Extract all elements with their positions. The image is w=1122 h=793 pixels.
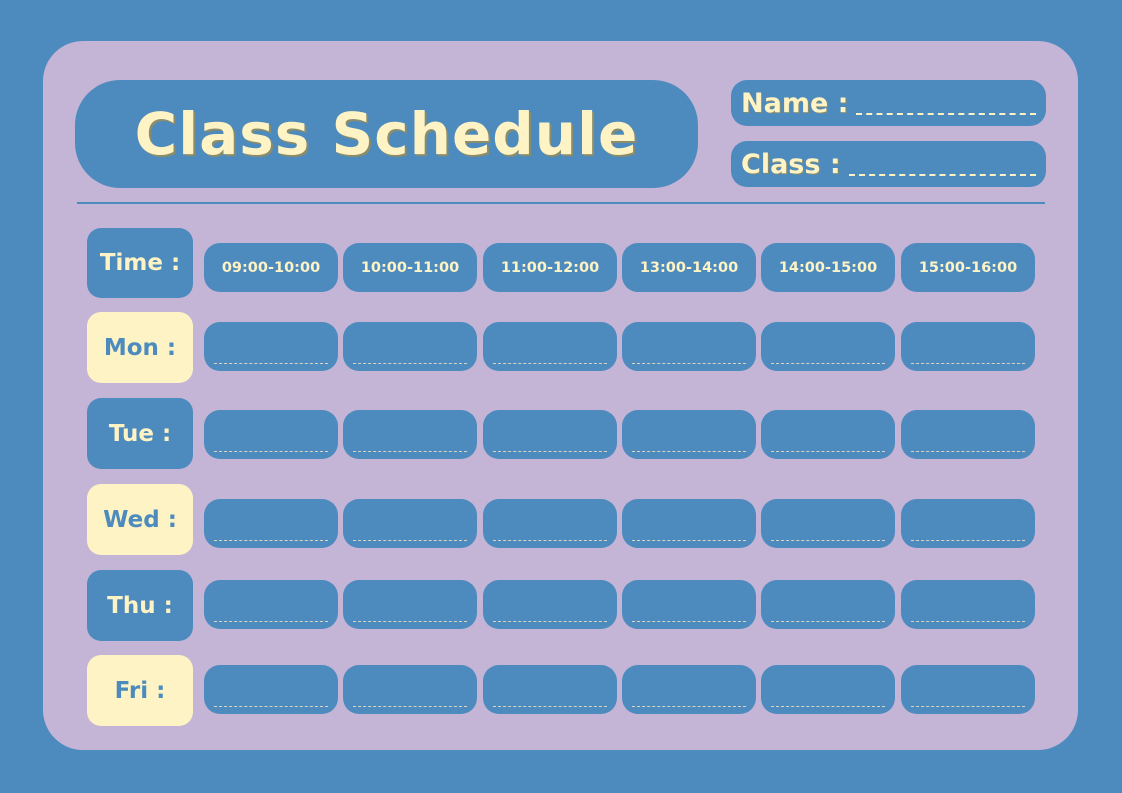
slot-write-line (493, 621, 607, 622)
slot-write-line (911, 621, 1025, 622)
slot-write-line (214, 706, 328, 707)
slot-write-line (214, 540, 328, 541)
slot-write-line (911, 540, 1025, 541)
slot-write-line (493, 363, 607, 364)
schedule-slot[interactable] (483, 580, 617, 629)
day-label: Tue : (87, 398, 193, 469)
schedule-slot[interactable] (622, 410, 756, 459)
time-slot-header: 14:00-15:00 (761, 243, 895, 292)
schedule-slot[interactable] (343, 322, 477, 371)
schedule-slot[interactable] (761, 665, 895, 714)
slot-write-line (493, 706, 607, 707)
time-label: Time : (87, 228, 193, 298)
time-slot-header: 09:00-10:00 (204, 243, 338, 292)
slot-write-line (214, 621, 328, 622)
schedule-slot[interactable] (204, 410, 338, 459)
schedule-slot[interactable] (483, 410, 617, 459)
day-label: Thu : (87, 570, 193, 641)
slot-write-line (493, 451, 607, 452)
slot-write-line (632, 363, 746, 364)
schedule-slot[interactable] (343, 410, 477, 459)
title-banner: Class Schedule (75, 80, 698, 188)
schedule-slot[interactable] (622, 580, 756, 629)
schedule-slot[interactable] (622, 665, 756, 714)
schedule-slot[interactable] (343, 499, 477, 548)
slot-write-line (911, 706, 1025, 707)
slot-write-line (771, 363, 885, 364)
schedule-slot[interactable] (761, 499, 895, 548)
schedule-slot[interactable] (901, 580, 1035, 629)
slot-write-line (771, 706, 885, 707)
slot-write-line (353, 706, 467, 707)
time-slot-header: 13:00-14:00 (622, 243, 756, 292)
schedule-slot[interactable] (761, 580, 895, 629)
schedule-slot[interactable] (761, 410, 895, 459)
slot-write-line (493, 540, 607, 541)
schedule-slot[interactable] (483, 322, 617, 371)
schedule-slot[interactable] (901, 665, 1035, 714)
schedule-slot[interactable] (204, 580, 338, 629)
slot-write-line (353, 540, 467, 541)
schedule-slot[interactable] (204, 499, 338, 548)
slot-write-line (771, 621, 885, 622)
day-label: Fri : (87, 655, 193, 726)
class-field[interactable]: Class : (731, 141, 1046, 187)
name-field[interactable]: Name : (731, 80, 1046, 126)
slot-write-line (214, 363, 328, 364)
day-label: Mon : (87, 312, 193, 383)
time-slot-header: 10:00-11:00 (343, 243, 477, 292)
slot-write-line (771, 451, 885, 452)
slot-write-line (214, 451, 328, 452)
slot-write-line (632, 706, 746, 707)
slot-write-line (632, 621, 746, 622)
time-slot-header: 15:00-16:00 (901, 243, 1035, 292)
schedule-slot[interactable] (483, 665, 617, 714)
day-label: Wed : (87, 484, 193, 555)
slot-write-line (353, 621, 467, 622)
schedule-slot[interactable] (343, 580, 477, 629)
divider (77, 202, 1045, 204)
slot-write-line (771, 540, 885, 541)
schedule-slot[interactable] (483, 499, 617, 548)
schedule-slot[interactable] (622, 499, 756, 548)
slot-write-line (911, 363, 1025, 364)
schedule-slot[interactable] (204, 665, 338, 714)
name-label: Name : (741, 87, 849, 119)
schedule-slot[interactable] (204, 322, 338, 371)
slot-write-line (911, 451, 1025, 452)
schedule-slot[interactable] (343, 665, 477, 714)
class-input-line[interactable] (848, 174, 1036, 176)
schedule-slot[interactable] (901, 499, 1035, 548)
schedule-slot[interactable] (761, 322, 895, 371)
schedule-slot[interactable] (901, 410, 1035, 459)
slot-write-line (353, 363, 467, 364)
slot-write-line (632, 540, 746, 541)
class-label: Class : (741, 148, 841, 180)
page-title: Class Schedule (134, 100, 639, 168)
slot-write-line (353, 451, 467, 452)
name-input-line[interactable] (856, 113, 1036, 115)
slot-write-line (632, 451, 746, 452)
time-slot-header: 11:00-12:00 (483, 243, 617, 292)
schedule-slot[interactable] (901, 322, 1035, 371)
schedule-slot[interactable] (622, 322, 756, 371)
